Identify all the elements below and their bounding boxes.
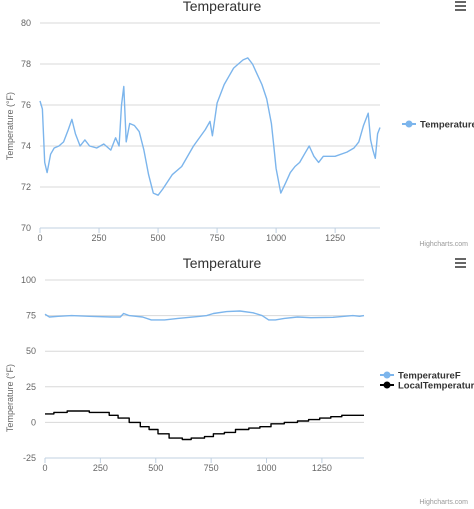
hamburger-menu-icon [455, 258, 466, 268]
legend-item-TemperatureF[interactable]: TemperatureF [380, 371, 461, 382]
y-tick-label: 76 [21, 100, 31, 110]
legend-item-TemperatureF[interactable]: TemperatureF [402, 120, 474, 131]
x-tick-label: 0 [42, 463, 47, 473]
y-tick-label: 74 [21, 141, 31, 151]
legend-marker-icon [405, 120, 413, 128]
credits-link[interactable]: Highcharts.com [419, 499, 468, 506]
y-tick-label: 0 [31, 417, 36, 427]
legend-marker-icon [383, 381, 391, 389]
x-tick-label: 1000 [266, 233, 286, 243]
x-tick-label: 1250 [312, 463, 332, 473]
x-tick-label: 750 [204, 463, 219, 473]
chart-title: Temperature [183, 0, 262, 14]
legend-label: TemperatureF [398, 371, 461, 382]
x-tick-label: 500 [148, 463, 163, 473]
y-tick-label: 72 [21, 182, 31, 192]
credits-link[interactable]: Highcharts.com [419, 241, 468, 248]
series-line-LocalTemperatureF[interactable] [45, 410, 364, 441]
x-tick-label: 500 [151, 233, 166, 243]
legend-item-LocalTemperatureF[interactable]: LocalTemperatureF [380, 381, 474, 392]
y-tick-label: -25 [23, 453, 36, 463]
x-tick-label: 750 [210, 233, 225, 243]
legend-marker-icon [383, 371, 391, 379]
y-tick-label: 25 [26, 382, 36, 392]
chart-temperature-1: Temperature 70 72 74 76 78 80 0 250 500 750 1000 1… [5, 0, 474, 248]
chart-menu-button[interactable] [452, 0, 468, 14]
x-tick-label: 0 [37, 233, 42, 243]
y-tick-label: 50 [26, 346, 36, 356]
y-tick-label: 75 [26, 311, 36, 321]
chart-menu-button[interactable] [452, 257, 468, 271]
y-tick-label: 100 [21, 275, 36, 285]
legend-label: TemperatureF [420, 120, 474, 131]
y-tick-label: 70 [21, 223, 31, 233]
x-tick-label: 250 [92, 233, 107, 243]
series-line-TemperatureF[interactable] [39, 57, 381, 196]
series-line-TemperatureF[interactable] [44, 310, 365, 321]
y-axis-title: Temperature (°F) [5, 364, 15, 432]
hamburger-menu-icon [455, 1, 466, 11]
x-tick-label: 1250 [325, 233, 345, 243]
y-tick-label: 80 [21, 18, 31, 28]
x-tick-label: 1000 [257, 463, 277, 473]
chart-title: Temperature [183, 255, 262, 271]
chart-temperature-2: Temperature -25 0 25 50 75 100 0 250 500 750 1000… [5, 255, 474, 506]
x-tick-label: 250 [93, 463, 108, 473]
legend-label: LocalTemperatureF [398, 381, 474, 392]
y-axis-title: Temperature (°F) [5, 92, 15, 160]
y-tick-label: 78 [21, 59, 31, 69]
